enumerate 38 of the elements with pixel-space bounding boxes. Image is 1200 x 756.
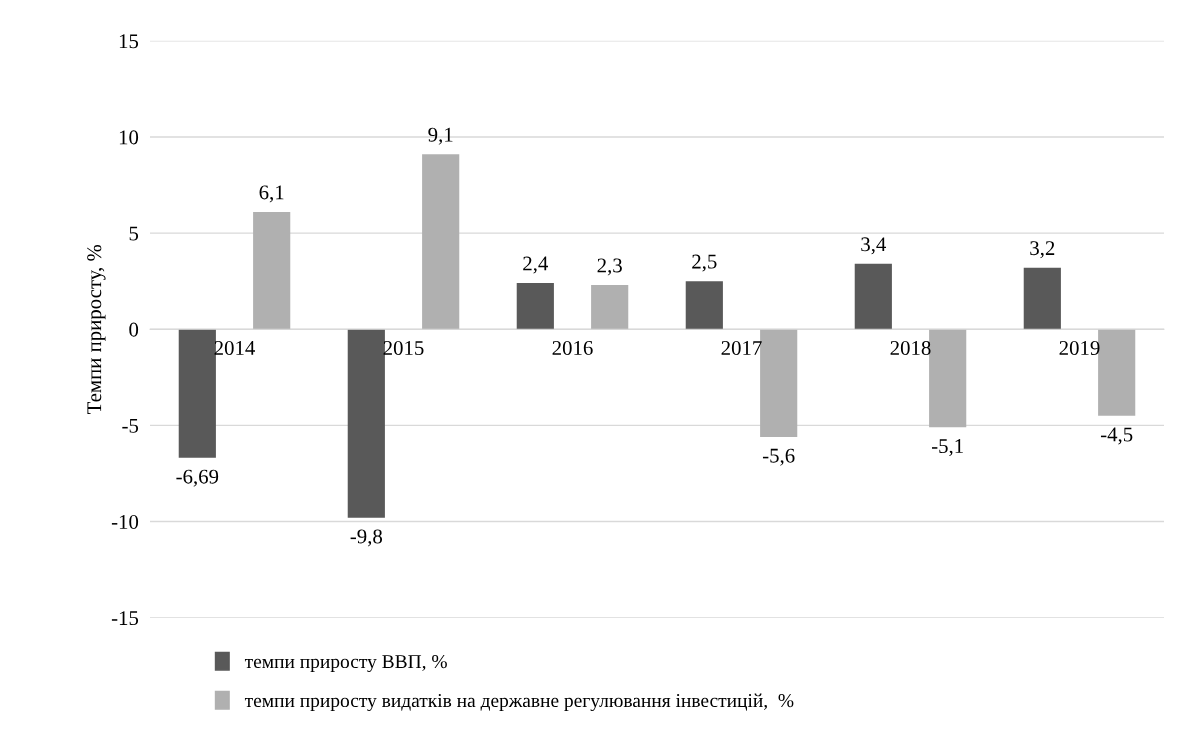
x-tick-label: 2018 [890,340,931,356]
y-tick-label: -5 [122,418,139,433]
bar [347,329,385,518]
data-label: 2,3 [597,258,622,276]
y-axis-title: Темпи приросту, % [87,244,106,414]
legend-label: темпи приросту ВВП, % [244,654,447,673]
bar [422,154,460,330]
bar [685,281,723,330]
bar [253,211,291,330]
data-label: -4,5 [1100,427,1133,445]
y-tick-label: 10 [119,130,139,145]
data-label: 9,1 [428,127,453,145]
y-tick-label: -15 [111,611,139,626]
y-tick-label: 15 [119,34,139,49]
y-tick-label: 5 [129,226,139,241]
data-label: 2,5 [692,254,717,272]
data-label: -9,8 [350,529,383,547]
bar [854,263,892,330]
data-label: 6,1 [259,185,284,203]
bar [1098,329,1136,416]
x-tick-label: 2017 [721,340,762,356]
y-tick-label: -10 [111,514,139,529]
bar [929,329,967,428]
data-label: -6,69 [176,469,219,487]
x-tick-label: 2019 [1059,340,1100,356]
bar [178,329,216,458]
y-tick-label: 0 [129,322,139,337]
x-tick-label: 2016 [552,340,593,356]
data-label: -5,1 [931,439,963,457]
bar [1023,267,1061,330]
data-label: 3,2 [1030,241,1055,259]
data-label: -5,6 [762,448,795,466]
data-label: 2,4 [523,256,549,274]
bar [760,329,798,437]
bar [591,285,629,330]
bar [516,283,554,330]
legend-label: темпи приросту видатків на державне регулювання інвестицій, % [244,693,794,712]
data-label: 3,4 [861,237,887,255]
